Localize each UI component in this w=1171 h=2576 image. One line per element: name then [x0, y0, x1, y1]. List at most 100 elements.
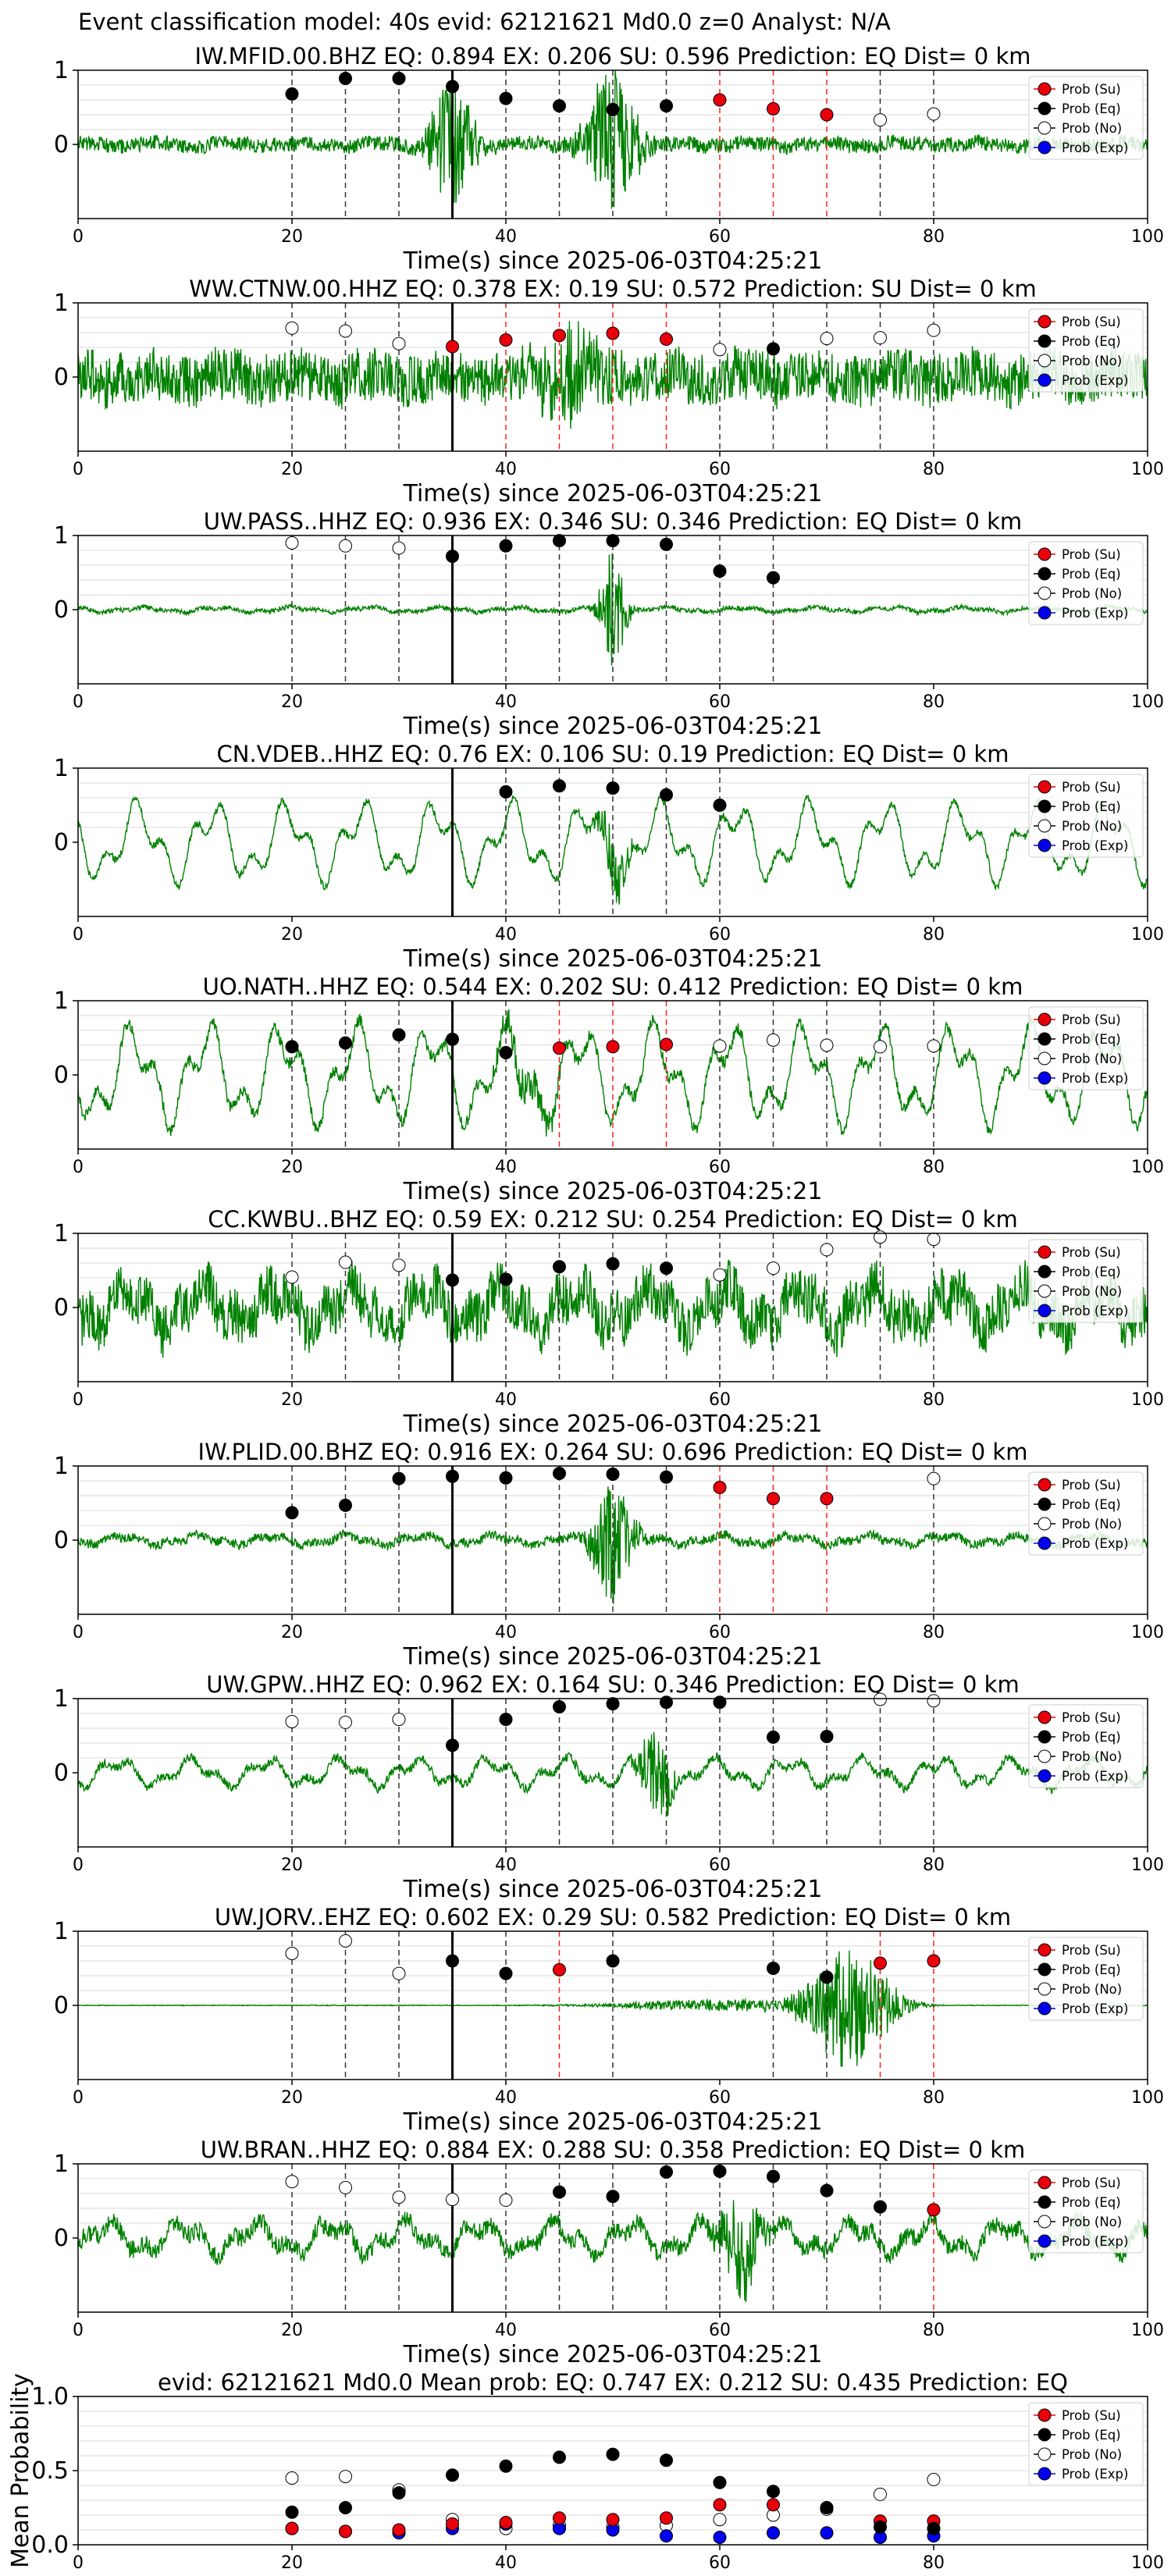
legend-frame	[1028, 774, 1144, 858]
prob-point-no	[339, 2180, 352, 2194]
x-tick-label: 60	[709, 2088, 731, 2108]
legend-label: Prob (No)	[1062, 586, 1122, 601]
x-axis-label: Time(s) since 2025-06-03T04:25:21	[403, 2341, 823, 2368]
legend-swatch-marker	[1038, 1517, 1052, 1531]
y-tick-label: 1	[54, 987, 69, 1015]
legend-swatch-marker	[1038, 1284, 1052, 1298]
prob-point-eq	[660, 2165, 673, 2179]
legend-swatch-marker	[1038, 141, 1052, 155]
x-tick-label: 0	[73, 2321, 84, 2340]
legend-label: Prob (Su)	[1062, 547, 1121, 562]
y-tick-label: 0	[54, 596, 69, 624]
prob-point-su	[767, 101, 780, 116]
legend-swatch-marker	[1038, 1497, 1052, 1511]
legend-frame	[1028, 76, 1144, 160]
mean-point-su	[713, 2498, 727, 2512]
x-tick-label: 20	[281, 2553, 303, 2573]
prob-point-eq	[446, 1954, 459, 1968]
legend-swatch-marker	[1038, 1943, 1052, 1957]
x-axis-label: Time(s) since 2025-06-03T04:25:21	[403, 713, 823, 740]
x-tick-label: 100	[1131, 1623, 1164, 1642]
legend-swatch-marker	[1038, 2176, 1052, 2190]
prob-point-eq	[499, 1966, 513, 1980]
x-tick-label: 0	[73, 1623, 84, 1642]
legend-label: Prob (Exp)	[1062, 2467, 1128, 2482]
legend-label: Prob (Exp)	[1062, 373, 1128, 388]
legend: Prob (Su) Prob (Eq) Prob (No) Prob (Exp)	[1028, 76, 1144, 160]
legend-swatch-marker	[1038, 838, 1052, 852]
prob-point-su	[713, 1481, 727, 1495]
prob-point-eq	[499, 1713, 513, 1727]
x-axis-label: Time(s) since 2025-06-03T04:25:21	[403, 1178, 823, 1205]
legend-frame	[1028, 2402, 1144, 2486]
panel-title: IW.PLID.00.BHZ EQ: 0.916 EX: 0.264 SU: 0…	[198, 1439, 1028, 1465]
prob-point-eq	[660, 1261, 673, 1276]
x-tick-label: 20	[281, 1158, 303, 1177]
panel-title: UW.JORV..EHZ EQ: 0.602 EX: 0.29 SU: 0.58…	[215, 1904, 1011, 1930]
prob-point-eq	[660, 1695, 673, 1710]
x-tick-label: 80	[923, 1856, 945, 1875]
prob-point-eq	[874, 2200, 887, 2214]
prob-point-no	[339, 324, 352, 338]
mean-point-eq	[339, 2501, 352, 2514]
prob-point-su	[606, 326, 620, 340]
x-tick-label: 20	[281, 227, 303, 247]
prob-point-su	[606, 1040, 620, 1054]
legend-swatch-marker	[1038, 547, 1052, 561]
legend-label: Prob (Exp)	[1062, 606, 1128, 621]
mean-point-su	[499, 2516, 513, 2529]
prob-point-no	[285, 1714, 299, 1728]
mean-point-eq	[820, 2501, 834, 2514]
prob-point-eq	[606, 781, 620, 795]
prob-point-eq	[606, 2190, 620, 2204]
x-tick-label: 100	[1131, 2321, 1164, 2340]
y-tick-label: 0	[54, 131, 69, 158]
prob-point-eq	[499, 1272, 513, 1286]
station-panel: UW.JORV..EHZ EQ: 0.602 EX: 0.29 SU: 0.58…	[54, 1904, 1164, 2136]
x-axis-label: Time(s) since 2025-06-03T04:25:21	[403, 945, 823, 973]
legend-label: Prob (Eq)	[1062, 1730, 1121, 1745]
panel-title: WW.CTNW.00.HHZ EQ: 0.378 EX: 0.19 SU: 0.…	[189, 276, 1037, 302]
prob-point-eq	[446, 1032, 459, 1046]
legend-frame	[1028, 1704, 1144, 1788]
mean-point-exp	[767, 2526, 780, 2540]
x-tick-label: 80	[923, 2321, 945, 2340]
x-tick-label: 60	[709, 227, 731, 247]
x-tick-label: 80	[923, 1623, 945, 1642]
legend-frame	[1028, 1006, 1144, 1091]
x-tick-label: 20	[281, 1390, 303, 1410]
legend-swatch-marker	[1038, 121, 1052, 135]
prob-point-no	[285, 321, 299, 335]
legend-swatch-marker	[1038, 334, 1052, 348]
x-tick-label: 0	[73, 1158, 84, 1177]
prob-point-eq	[392, 1028, 406, 1042]
x-tick-label: 80	[923, 692, 945, 712]
prob-point-no	[927, 1694, 941, 1708]
prob-point-eq	[553, 534, 566, 548]
legend-label: Prob (No)	[1062, 2215, 1122, 2229]
legend-label: Prob (Su)	[1062, 315, 1121, 329]
prob-point-no	[874, 331, 887, 345]
y-tick-label: 0	[54, 364, 69, 391]
x-tick-label: 0	[73, 1390, 84, 1410]
prob-point-no	[499, 2194, 513, 2208]
prob-point-no	[820, 1038, 834, 1052]
panels: IW.MFID.00.BHZ EQ: 0.894 EX: 0.206 SU: 0…	[7, 43, 1164, 2573]
legend-swatch-marker	[1038, 799, 1052, 813]
mean-point-eq	[767, 2485, 780, 2499]
prob-point-eq	[285, 1506, 299, 1520]
legend-swatch-marker	[1038, 567, 1052, 581]
prob-point-no	[767, 1261, 780, 1276]
mean-point-su	[553, 2511, 566, 2525]
legend-swatch-marker	[1038, 1032, 1052, 1046]
legend-swatch-marker	[1038, 1478, 1052, 1492]
mean-point-eq	[499, 2459, 513, 2473]
mean-point-eq	[285, 2505, 299, 2519]
station-panel: IW.MFID.00.BHZ EQ: 0.894 EX: 0.206 SU: 0…	[54, 43, 1164, 275]
x-tick-label: 80	[923, 227, 945, 247]
prob-point-eq	[660, 99, 673, 113]
legend-label: Prob (No)	[1062, 121, 1122, 136]
waveform-trace	[78, 1731, 1148, 1817]
legend-label: Prob (Su)	[1062, 2408, 1121, 2423]
legend-swatch-marker	[1038, 2428, 1052, 2442]
